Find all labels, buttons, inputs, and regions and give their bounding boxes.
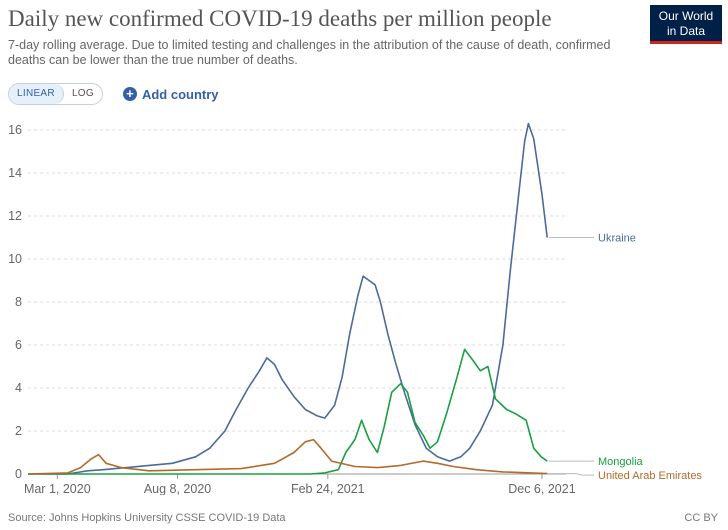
axis-layer: 0 2 4 6 8 10 12 14 16 Mar 1, 2020 Aug 8, 2020 Feb 2… xyxy=(8,123,576,495)
series-label-layer: Ukraine Mongolia United Arab Emirates xyxy=(549,233,702,482)
y-tick-label: 16 xyxy=(8,123,22,137)
series-line-mongolia xyxy=(28,348,548,475)
y-tick-label: 0 xyxy=(15,467,22,481)
x-tick-label: Aug 8, 2020 xyxy=(144,482,211,495)
y-tick-label: 4 xyxy=(15,381,22,395)
series-label: United Arab Emirates xyxy=(598,470,702,482)
add-country-button[interactable]: + Add country xyxy=(122,86,219,102)
series-line-ukraine xyxy=(28,122,548,475)
label-leader-line xyxy=(549,473,594,476)
logo-line-2: in Data xyxy=(666,24,706,38)
plus-icon: + xyxy=(122,87,137,101)
owid-logo[interactable]: Our World in Data xyxy=(650,5,722,44)
y-tick-label: 14 xyxy=(8,166,22,180)
y-tick-label: 10 xyxy=(8,252,22,266)
line-chart: 0 2 4 6 8 10 12 14 16 Mar 1, 2020 Aug 8, 2020 Feb 2… xyxy=(8,122,702,495)
grid-layer xyxy=(28,129,566,475)
y-tick-label: 2 xyxy=(15,424,22,438)
scale-toggle: LINEAR LOG xyxy=(8,83,103,105)
source-note[interactable]: Source: Johns Hopkins University CSSE CO… xyxy=(8,512,286,524)
y-tick-label: 6 xyxy=(15,338,22,352)
series-label: Mongolia xyxy=(598,456,644,468)
chart-controls: LINEAR LOG + Add country xyxy=(8,83,219,105)
series-label: Ukraine xyxy=(598,233,636,245)
license-link[interactable]: CC BY xyxy=(684,512,718,524)
add-country-label: Add country xyxy=(141,86,219,102)
logo-line-1: Our World xyxy=(658,9,714,23)
y-tick-label: 12 xyxy=(8,209,22,223)
y-tick-label: 8 xyxy=(15,295,22,309)
linear-scale-button[interactable]: LINEAR xyxy=(9,84,64,104)
series-line-united-arab-emirates xyxy=(27,438,548,475)
log-scale-button[interactable]: LOG xyxy=(71,88,94,99)
x-tick-label: Mar 1, 2020 xyxy=(24,482,91,495)
x-tick-label: Dec 6, 2021 xyxy=(508,482,575,495)
chart-subtitle: 7-day rolling average. Due to limited te… xyxy=(8,38,611,67)
series-layer xyxy=(27,122,548,475)
x-tick-label: Feb 24, 2021 xyxy=(291,482,365,495)
chart-title: Daily new confirmed COVID-19 deaths per … xyxy=(8,6,552,31)
